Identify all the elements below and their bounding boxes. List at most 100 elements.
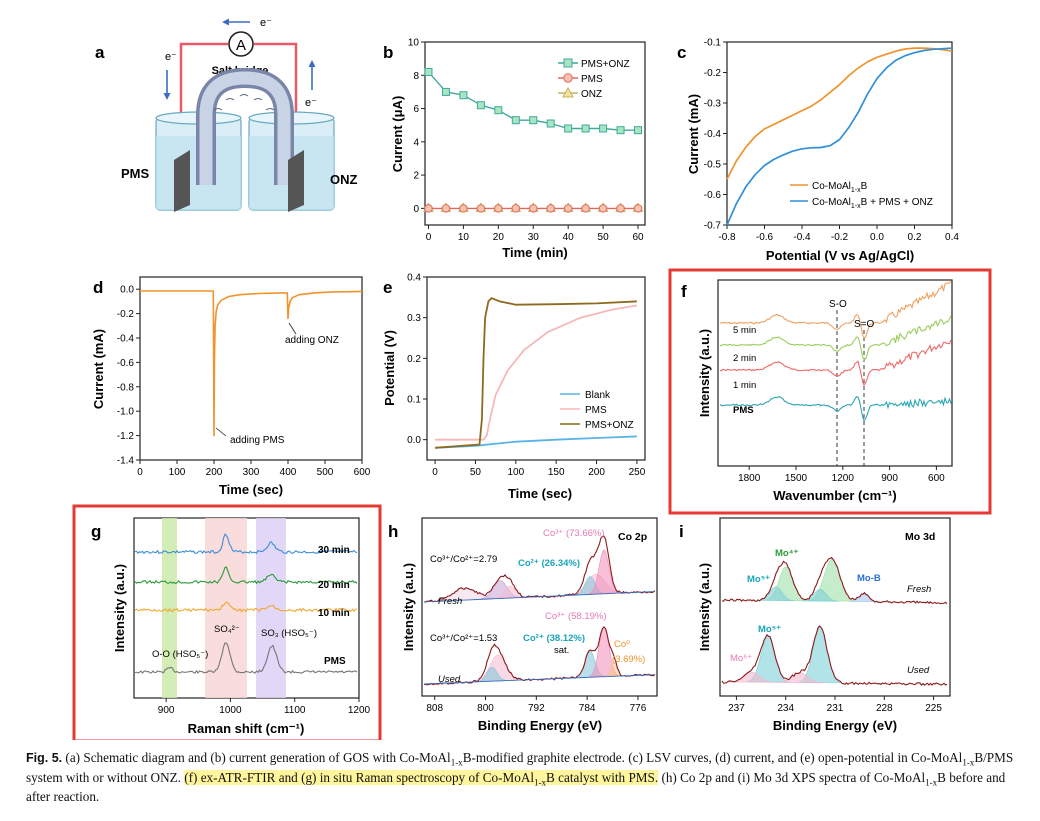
trace-1min	[719, 339, 952, 387]
label-s-eq-o: S=O	[854, 319, 875, 330]
panel-h-label: h	[388, 522, 398, 541]
series-line-pms-onz	[435, 297, 637, 449]
x-tick-label: 231	[827, 703, 844, 714]
panel-g-ylabel: Intensity (a.u.)	[112, 564, 127, 652]
panel-e-label: e	[383, 278, 392, 297]
trace-label-pms-g: PMS	[324, 656, 346, 667]
point-pms	[511, 204, 521, 213]
legend-e-2: PMS	[585, 405, 607, 416]
label-mo5-fresh: Mo⁵⁺	[747, 574, 770, 585]
x-tick-label: 792	[528, 703, 545, 714]
legend-c-1: Co-MoAl1-xB	[812, 181, 868, 194]
point-pms	[563, 204, 573, 213]
trace-pms	[134, 642, 358, 674]
point-pms	[598, 204, 608, 213]
point-pms-onz	[494, 106, 503, 115]
trace-label-2min: 2 min	[733, 353, 756, 364]
caption-part-3: B/PMS system with or without ONZ.	[26, 750, 1014, 785]
caption-highlight: (f) ex-ATR-FTIR and (g) in situ Raman sp…	[184, 770, 659, 788]
y-tick-label: -0.8	[117, 382, 135, 393]
electron-label-top: e⁻	[260, 17, 272, 29]
x-tick-label: 237	[728, 703, 745, 714]
panel-h-title: Co 2p	[618, 531, 647, 543]
band-oo	[162, 518, 177, 698]
point-pms-onz	[459, 91, 468, 100]
trace-20min	[134, 566, 358, 585]
y-tick-label: 2	[413, 171, 419, 182]
y-tick-label: 0.2	[407, 354, 421, 365]
x-tick-label: 200	[206, 467, 223, 478]
panel-d-ylabel: Current (mA)	[91, 329, 106, 409]
y-tick-label: 0.4	[407, 273, 421, 284]
y-tick-label: 0.3	[407, 313, 421, 324]
panel-d-label: d	[93, 278, 103, 297]
trace-2min	[719, 315, 952, 361]
panel-c: c -0.8 -0.6 -0.4 -0.2 0.0 0.2 0.4 -0.1 -0.2 -0.3 -…	[677, 38, 959, 264]
ammeter-icon	[228, 31, 254, 57]
point-pms-onz	[511, 116, 520, 125]
x-tick-label: 50	[470, 467, 482, 478]
y-tick-label: -0.7	[704, 221, 722, 232]
point-pms	[633, 204, 643, 213]
panel-h-ylabel: Intensity (a.u.)	[401, 563, 416, 651]
label-mo5-used: Mo⁵⁺	[758, 624, 781, 635]
label-fresh-h: Fresh	[438, 596, 462, 607]
legend-c-2: Co-MoAl1-xB + PMS + ONZ	[812, 197, 933, 210]
x-tick-label: 100	[507, 467, 524, 478]
label-fresh-i: Fresh	[907, 584, 931, 595]
panel-a: a A e⁻ e⁻ e⁻ Salt bridge PMS ONZ	[95, 17, 358, 212]
y-tick-label: 10	[408, 38, 420, 49]
panel-a-label: a	[95, 43, 105, 62]
y-tick-label: -0.4	[704, 129, 722, 140]
x-tick-label: 0.0	[870, 232, 884, 243]
y-tick-label: 0.0	[407, 435, 421, 446]
peak-fresh-2	[491, 585, 529, 599]
x-tick-label: 1000	[219, 705, 242, 716]
label-co0: Co⁰	[614, 639, 630, 650]
x-tick-label: 784	[579, 703, 596, 714]
trace-pms	[719, 396, 952, 422]
point-pms-onz	[546, 119, 555, 128]
y-tick-label: 6	[413, 104, 419, 115]
legend-e-3: PMS+ONZ	[585, 420, 634, 431]
point-pms	[494, 204, 503, 213]
panel-c-label: c	[677, 43, 686, 62]
x-tick-label: 10	[458, 232, 470, 243]
y-tick-label: 0.1	[407, 395, 421, 406]
panel-b: b 0 10 20 30 40 50 60 0 2 4 6 8 10 Time (min) Curren…	[383, 38, 646, 260]
panel-h-frame	[421, 517, 658, 697]
panel-f-ylabel: Intensity (a.u.)	[697, 329, 712, 417]
panel-e-frame	[426, 276, 646, 461]
annotation-so4: SO₄²⁻	[214, 624, 240, 635]
x-tick-label: 0	[137, 467, 143, 478]
x-tick-label: 1200	[832, 473, 855, 484]
point-pms-onz	[441, 87, 450, 96]
label-co0-pct: (3.69%)	[612, 654, 645, 665]
x-tick-label: 50	[598, 232, 610, 243]
series-line-catalyst	[726, 47, 953, 180]
trace-label-20min: 20 min	[318, 580, 350, 591]
x-tick-label: 1800	[738, 473, 761, 484]
x-tick-label: -0.4	[793, 232, 811, 243]
panel-h-xlabel: Binding Energy (eV)	[478, 718, 602, 733]
y-tick-label: 8	[413, 71, 419, 82]
point-pms	[546, 204, 556, 213]
highlight-box-g	[72, 504, 382, 740]
x-tick-label: 200	[588, 467, 605, 478]
electrode-right	[288, 150, 304, 212]
point-pms	[459, 204, 468, 213]
trace-label-pms: PMS	[733, 405, 754, 416]
panel-c-xlabel: Potential (V vs Ag/AgCl)	[766, 248, 914, 263]
baseline-fresh	[423, 591, 655, 603]
peak-used-mo6-2	[775, 672, 825, 684]
legend-b-3: ONZ	[581, 89, 602, 100]
series-line-current	[140, 290, 363, 437]
x-tick-label: 40	[563, 232, 575, 243]
panel-e-xlabel: Time (sec)	[508, 486, 572, 501]
annotation-oo: O-O (HSO₅⁻)	[152, 649, 208, 660]
point-pms-onz	[564, 124, 573, 133]
panel-d-xlabel: Time (sec)	[219, 482, 283, 497]
point-pms-onz	[599, 124, 608, 133]
panel-i-label: i	[679, 522, 684, 541]
figure-5: a A e⁻ e⁻ e⁻ Salt bridge PMS ONZ	[72, 17, 992, 740]
